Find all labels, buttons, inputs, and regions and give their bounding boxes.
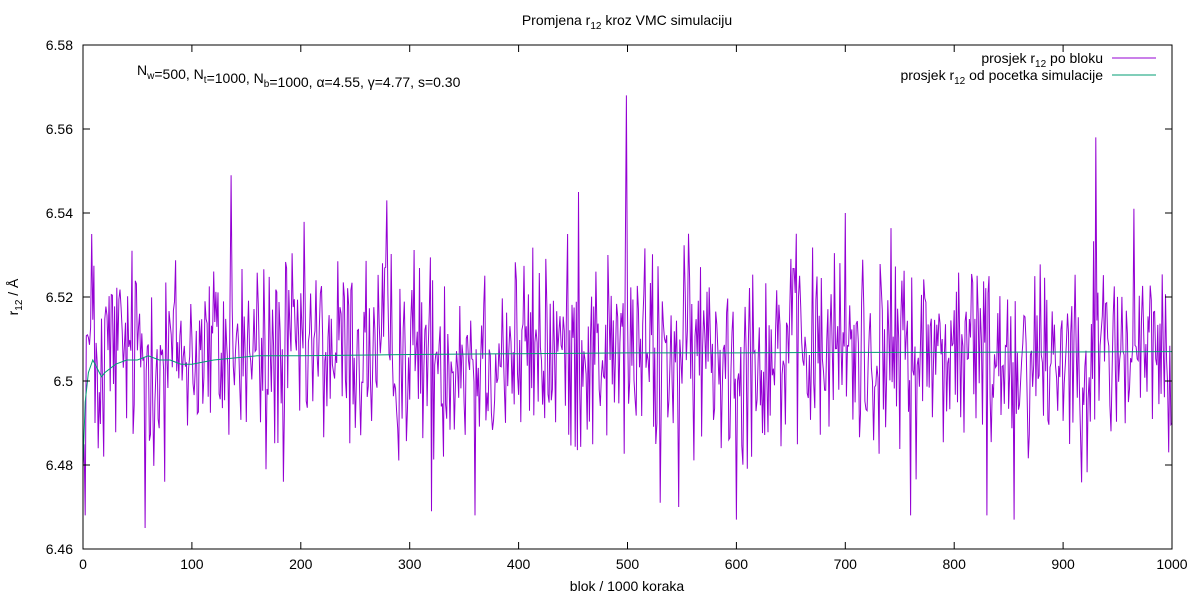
x-axis: 0 100 200 300 400 500 600 700 800 900 1000 (79, 45, 1188, 572)
label-text: prosjek r (981, 50, 1035, 66)
series-line-2 (82, 351, 1173, 466)
annotation-text: =500, N (154, 66, 203, 82)
x-axis-label: blok / 1000 koraka (570, 578, 685, 594)
label-text: r (5, 310, 21, 315)
ylabel-subscript: 12 (14, 299, 25, 311)
y-tick-label: 6.46 (46, 541, 73, 557)
x-tick-label: 1000 (1156, 556, 1187, 572)
y-axis-label: r12 / Å (5, 278, 25, 315)
x-tick-label: 800 (943, 556, 967, 572)
series-line-1 (82, 95, 1173, 529)
annotation-text: N (137, 62, 147, 78)
legend-subscript: 12 (1035, 59, 1047, 70)
label-text: prosjek r (900, 67, 954, 83)
legend-subscript: 12 (954, 76, 966, 87)
x-tick-label: 200 (289, 556, 313, 572)
label-text: kroz VMC simulaciju (601, 12, 732, 28)
x-tick-label: 300 (398, 556, 422, 572)
y-tick-label: 6.56 (46, 121, 73, 137)
x-tick-label: 900 (1051, 556, 1075, 572)
x-tick-label: 100 (180, 556, 204, 572)
annotation-text: =1000, α=4.55, γ=4.77, s=0.30 (269, 74, 460, 90)
parameter-annotation: Nw=500, Nt=1000, Nb=1000, α=4.55, γ=4.77… (137, 62, 461, 90)
legend-label: prosjek r12 po bloku (981, 50, 1103, 70)
y-tick-label: 6.54 (46, 205, 73, 221)
annotation-subscript: b (264, 79, 270, 90)
chart-title: Promjena r12 kroz VMC simulaciju (522, 12, 732, 32)
x-tick-label: 700 (834, 556, 858, 572)
label-text: po bloku (1046, 50, 1103, 66)
y-tick-label: 6.58 (46, 37, 73, 53)
label-text: od pocetka simulacije (965, 67, 1103, 83)
y-tick-label: 6.48 (46, 457, 73, 473)
label-text: Promjena r (522, 12, 591, 28)
series-layer (82, 95, 1173, 529)
x-tick-label: 600 (725, 556, 749, 572)
title-subscript: 12 (590, 21, 602, 32)
y-axis: 6.46 6.48 6.5 6.52 6.54 6.56 6.58 (46, 37, 1172, 557)
x-tick-label: 400 (507, 556, 531, 572)
annotation-subscript: t (204, 75, 207, 86)
label-text: / Å (5, 278, 21, 300)
x-tick-label: 500 (616, 556, 640, 572)
y-tick-label: 6.5 (54, 373, 74, 389)
y-tick-label: 6.52 (46, 289, 73, 305)
legend-label: prosjek r12 od pocetka simulacije (900, 67, 1103, 87)
x-tick-label: 0 (79, 556, 87, 572)
annotation-text: =1000, N (207, 70, 264, 86)
annotation-subscript: w (146, 71, 155, 82)
